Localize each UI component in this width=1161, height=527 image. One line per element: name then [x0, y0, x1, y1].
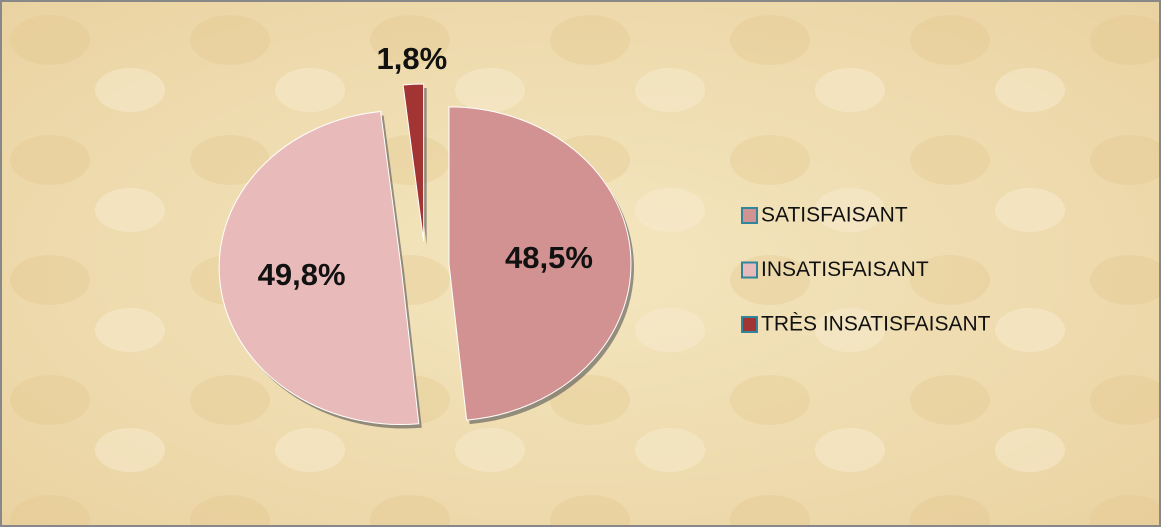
pie-slice	[448, 106, 632, 421]
legend-swatch	[741, 261, 758, 279]
data-label: 1,8%	[376, 41, 447, 76]
pie-slice	[218, 110, 420, 425]
data-label: 49,8%	[258, 257, 346, 292]
data-label: 48,5%	[505, 240, 593, 275]
legend-swatch	[741, 316, 758, 333]
legend-label: SATISFAISANT	[761, 204, 908, 227]
pie-slice	[402, 83, 425, 242]
legend-swatch	[741, 207, 758, 224]
legend-label: INSATISFAISANT	[761, 258, 929, 281]
legend-label: TRÈS INSATISFAISANT	[761, 313, 991, 336]
